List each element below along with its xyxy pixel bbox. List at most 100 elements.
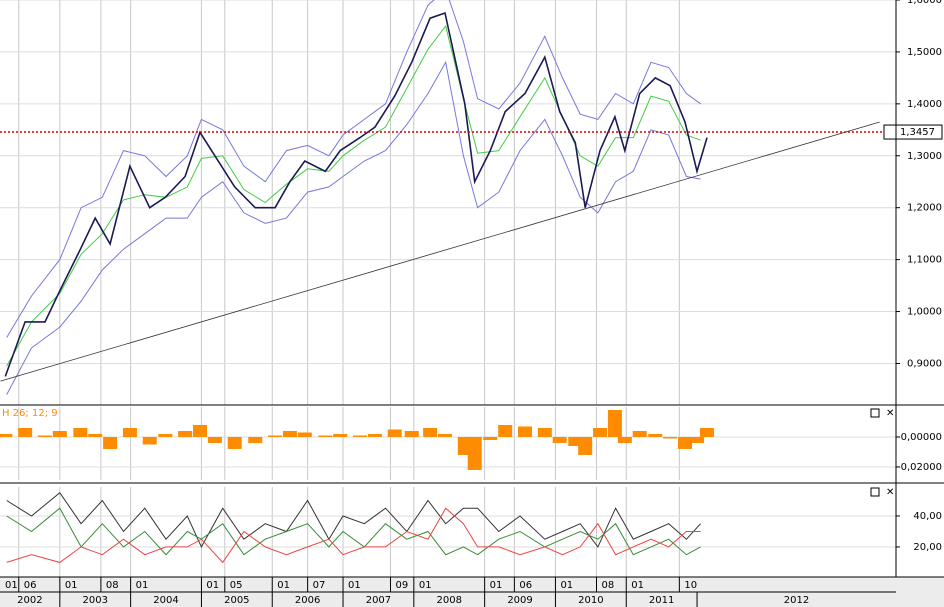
y-tick-label: 0,9000 — [907, 358, 942, 369]
month-tick-label: 07 — [313, 580, 326, 591]
year-tick-label: 2005 — [224, 595, 249, 606]
histogram-bar — [632, 430, 647, 437]
year-tick-label: 2006 — [295, 595, 320, 606]
y-tick-label: 0,00000 — [901, 432, 942, 443]
histogram-bar — [248, 436, 263, 443]
month-tick-label: 01 — [65, 580, 78, 591]
histogram-bar — [617, 436, 632, 443]
month-tick-label: 09 — [395, 580, 408, 591]
histogram-bar — [37, 435, 52, 437]
year-tick-label: 2012 — [784, 595, 809, 606]
month-tick-label: 01 — [560, 580, 573, 591]
y-tick-label: 1,5000 — [907, 47, 942, 58]
year-tick-label: 2003 — [83, 595, 108, 606]
panel — [0, 407, 896, 480]
y-tick-label: 1,6000 — [907, 0, 942, 6]
histogram-bar — [103, 436, 118, 449]
histogram-bar — [297, 432, 312, 437]
series-line — [6, 24, 701, 367]
series-line — [6, 0, 701, 338]
histogram-bar — [578, 436, 593, 455]
histogram-bar — [517, 426, 532, 437]
y-tick-label: -0,02000 — [897, 462, 942, 473]
series-line — [4, 11, 708, 377]
histogram-bar — [498, 424, 513, 437]
histogram-bar — [18, 427, 33, 437]
histogram-bar — [699, 427, 714, 437]
y-tick-label: 1,3000 — [907, 151, 942, 162]
reference-label-box — [883, 124, 943, 140]
series-line — [6, 507, 701, 564]
month-tick-label: 06 — [519, 580, 532, 591]
histogram-bar — [404, 430, 419, 437]
close-button[interactable]: ✕ — [886, 487, 894, 498]
trendline — [0, 121, 880, 382]
histogram-bar — [333, 433, 348, 437]
y-tick-label: 1,0000 — [907, 307, 942, 318]
y-tick-label: 1,2000 — [907, 203, 942, 214]
maximize-button[interactable] — [870, 487, 880, 497]
histogram-bar — [227, 436, 242, 449]
histogram-bar — [483, 436, 498, 440]
histogram-bar — [353, 435, 368, 437]
histogram-bar — [73, 427, 88, 437]
month-tick-label: 01 — [136, 580, 149, 591]
histogram-bar — [88, 433, 103, 437]
histogram-bar — [178, 430, 193, 437]
y-tick-label: 40,00 — [913, 511, 942, 522]
histogram-bar — [142, 436, 157, 445]
y-tick-label: 20,00 — [913, 542, 942, 553]
panel — [0, 0, 896, 405]
year-tick-label: 2010 — [578, 595, 603, 606]
histogram-bar — [690, 436, 705, 443]
maximize-button[interactable] — [870, 408, 880, 418]
histogram-bar — [193, 424, 208, 437]
histogram-bar — [122, 427, 137, 437]
histogram-bar — [282, 430, 297, 437]
histogram-bar — [552, 436, 567, 443]
histogram-bar — [568, 436, 583, 446]
panel — [0, 487, 896, 577]
histogram-bar — [367, 433, 382, 437]
series-line — [6, 60, 701, 395]
series-line — [6, 491, 701, 549]
month-tick-label: 01 — [490, 580, 503, 591]
histogram-bar — [52, 430, 67, 437]
month-tick-label: 01 — [419, 580, 432, 591]
year-tick-label: 2011 — [649, 595, 674, 606]
month-tick-label: 05 — [230, 580, 243, 591]
histogram-bar — [607, 409, 622, 437]
indicator-title: H 26; 12; 9 — [2, 408, 58, 419]
histogram-bar — [437, 433, 452, 437]
year-tick-label: 2002 — [17, 595, 42, 606]
month-tick-label: 10 — [684, 580, 697, 591]
year-tick-label: 2009 — [507, 595, 532, 606]
panel-buttons: ✕ ✕ — [870, 408, 894, 498]
series-line — [6, 507, 701, 556]
month-tick-label: 01 — [631, 580, 644, 591]
histogram-bar — [648, 433, 663, 437]
close-button[interactable]: ✕ — [886, 408, 894, 419]
month-tick-label: 01 — [277, 580, 290, 591]
year-tick-label: 2007 — [366, 595, 391, 606]
y-tick-label: 1,1000 — [907, 255, 942, 266]
histogram-bar — [0, 433, 13, 437]
year-tick-label: 2008 — [437, 595, 462, 606]
month-tick-label: 01 — [5, 580, 18, 591]
histogram-bar — [467, 436, 482, 470]
histogram-bar — [158, 433, 173, 437]
histogram-bar — [207, 436, 222, 443]
month-tick-label: 01 — [206, 580, 219, 591]
histogram-bar — [537, 427, 552, 437]
year-tick-label: 2004 — [153, 595, 178, 606]
histogram-bar — [678, 436, 693, 449]
histogram-bar — [318, 435, 333, 437]
month-tick-label: 08 — [106, 580, 119, 591]
histogram-bar — [423, 427, 438, 437]
histogram-bar — [663, 436, 678, 439]
